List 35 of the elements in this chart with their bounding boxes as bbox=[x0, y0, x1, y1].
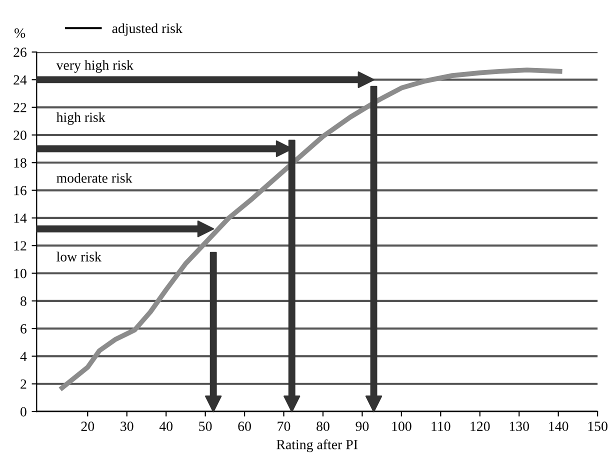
y-tick-label: 22 bbox=[14, 102, 26, 112]
x-tick-label: 70 bbox=[278, 422, 290, 432]
x-tick-label: 40 bbox=[159, 422, 173, 432]
annotation: very high risk bbox=[56, 60, 134, 73]
x-tick-label: 110 bbox=[432, 422, 450, 432]
x-tick-label: 90 bbox=[356, 422, 369, 432]
y-tick-label: 6 bbox=[20, 324, 27, 334]
y-tick-label: 26 bbox=[14, 48, 27, 57]
y-tick-label: 24 bbox=[14, 75, 27, 84]
x-tick-label: 130 bbox=[510, 422, 529, 432]
x-tick-label: 150 bbox=[588, 422, 608, 432]
y-tick-label: 14 bbox=[14, 214, 27, 223]
annotation: low risk bbox=[56, 252, 102, 262]
annotation: moderate risk bbox=[56, 172, 132, 183]
y-axis-title: % bbox=[14, 28, 26, 38]
y-tick-label: 16 bbox=[14, 186, 27, 196]
x-tick-label: 50 bbox=[199, 422, 212, 432]
x-tick-label: 100 bbox=[392, 422, 412, 432]
x-tick-label: 60 bbox=[238, 422, 251, 432]
x-tick-label: 20 bbox=[81, 422, 94, 432]
y-tick-label: 12 bbox=[14, 241, 26, 250]
x-tick-label: 30 bbox=[120, 422, 134, 432]
x-tick-label: 80 bbox=[316, 422, 330, 432]
y-tick-label: 2 bbox=[20, 379, 26, 389]
y-tick-label: 10 bbox=[14, 268, 26, 278]
x-tick-label: 120 bbox=[470, 422, 490, 432]
y-tick-label: 8 bbox=[20, 296, 26, 306]
text: adjusted risk bbox=[112, 23, 182, 36]
y-tick-label: 20 bbox=[14, 130, 26, 140]
y-tick-label: 18 bbox=[14, 158, 26, 168]
y-tick-label: 4 bbox=[20, 352, 27, 362]
x-axis-title: Rating after PI bbox=[276, 439, 358, 452]
annotation: high risk bbox=[56, 112, 106, 125]
x-tick-label: 140 bbox=[549, 422, 568, 432]
y-tick-label: 0 bbox=[20, 407, 26, 416]
